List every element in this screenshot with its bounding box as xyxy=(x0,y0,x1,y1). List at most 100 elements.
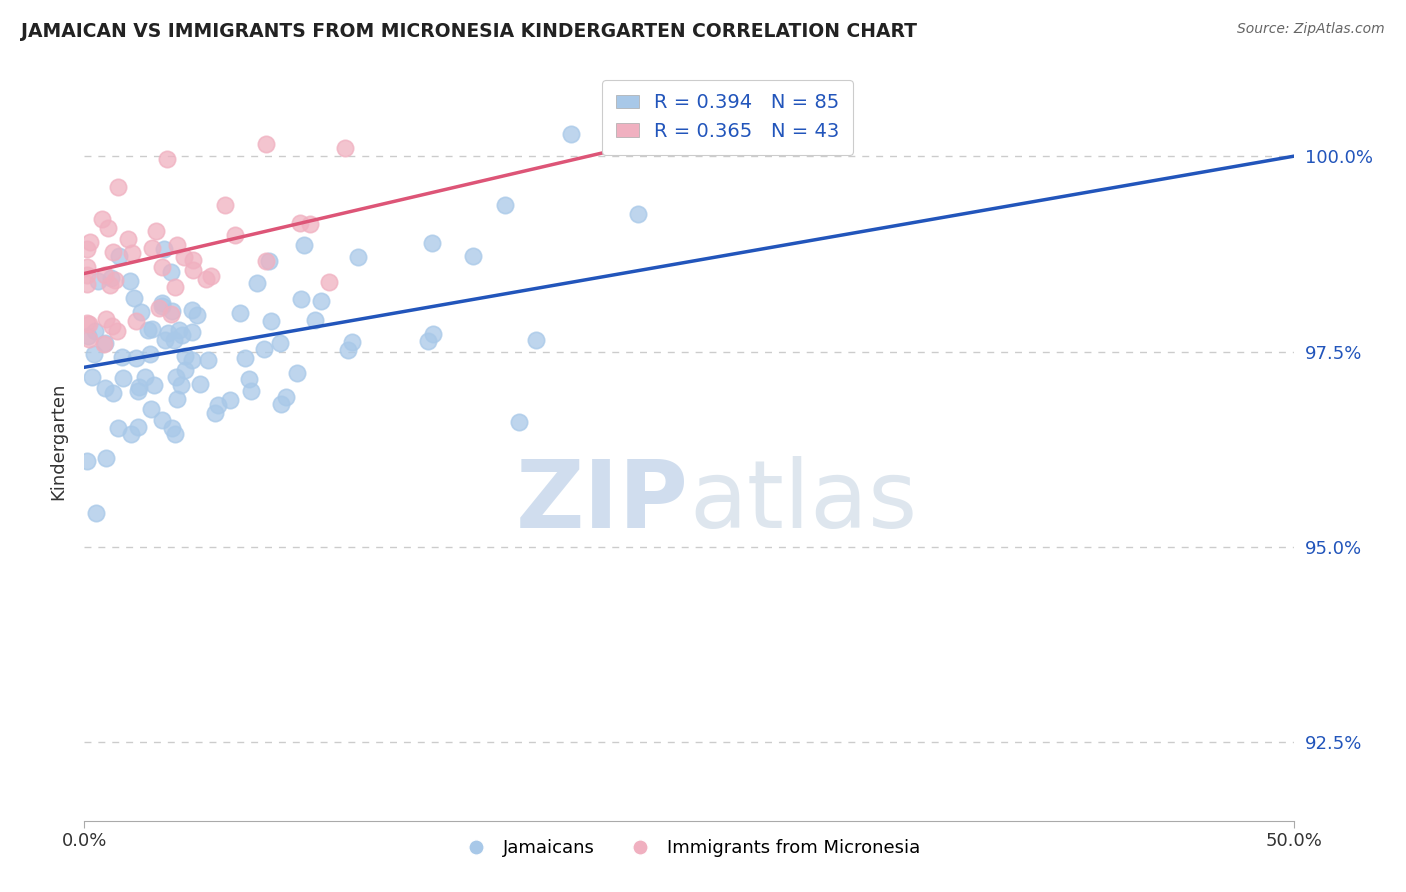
Point xyxy=(98,278,121,293)
Point xyxy=(101,319,124,334)
Point xyxy=(260,314,283,328)
Point xyxy=(127,420,149,434)
Point xyxy=(270,397,292,411)
Point xyxy=(76,454,98,468)
Point xyxy=(125,314,148,328)
Point xyxy=(494,197,516,211)
Point xyxy=(121,245,143,260)
Point xyxy=(141,402,163,417)
Point xyxy=(159,307,181,321)
Point xyxy=(82,369,104,384)
Point xyxy=(76,260,98,275)
Point xyxy=(181,325,204,339)
Point xyxy=(560,127,582,141)
Text: ZIP: ZIP xyxy=(516,456,689,549)
Point xyxy=(160,421,183,435)
Legend: Jamaicans, Immigrants from Micronesia: Jamaicans, Immigrants from Micronesia xyxy=(450,832,928,864)
Point xyxy=(105,324,128,338)
Point xyxy=(461,249,484,263)
Point xyxy=(104,273,127,287)
Point xyxy=(173,250,195,264)
Point xyxy=(233,351,256,366)
Text: JAMAICAN VS IMMIGRANTS FROM MICRONESIA KINDERGARTEN CORRELATION CHART: JAMAICAN VS IMMIGRANTS FROM MICRONESIA K… xyxy=(21,22,917,41)
Point xyxy=(508,415,530,429)
Point xyxy=(292,238,315,252)
Point xyxy=(180,303,202,318)
Point xyxy=(125,351,148,365)
Point xyxy=(94,335,117,350)
Y-axis label: Kindergarten: Kindergarten xyxy=(49,383,67,500)
Point xyxy=(84,506,107,520)
Point xyxy=(150,300,173,314)
Point xyxy=(229,306,252,320)
Point xyxy=(524,333,547,347)
Point xyxy=(153,242,176,256)
Point xyxy=(166,238,188,252)
Point xyxy=(181,262,204,277)
Point xyxy=(347,251,370,265)
Point xyxy=(219,392,242,407)
Point xyxy=(76,277,98,292)
Point xyxy=(337,343,360,357)
Point xyxy=(83,347,105,361)
Point xyxy=(290,216,312,230)
Point xyxy=(148,301,170,316)
Point xyxy=(76,316,98,330)
Point xyxy=(162,333,184,347)
Point xyxy=(118,274,141,288)
Point xyxy=(76,268,98,282)
Point xyxy=(112,371,135,385)
Point xyxy=(167,323,190,337)
Point xyxy=(76,242,98,256)
Point xyxy=(77,333,100,347)
Point xyxy=(84,324,107,338)
Point xyxy=(157,326,180,341)
Point xyxy=(127,384,149,399)
Point xyxy=(240,384,263,398)
Point xyxy=(166,392,188,406)
Point xyxy=(100,271,122,285)
Point xyxy=(627,206,650,220)
Point xyxy=(318,275,340,289)
Point xyxy=(94,311,117,326)
Point xyxy=(87,274,110,288)
Point xyxy=(141,322,163,336)
Point xyxy=(145,224,167,238)
Point xyxy=(214,198,236,212)
Point xyxy=(117,232,139,246)
Point xyxy=(141,242,163,256)
Point xyxy=(290,292,312,306)
Point xyxy=(101,244,124,259)
Point xyxy=(253,342,276,356)
Point xyxy=(107,180,129,194)
Point xyxy=(159,265,181,279)
Point xyxy=(309,294,332,309)
Point xyxy=(103,386,125,401)
Point xyxy=(150,296,173,310)
Point xyxy=(134,370,156,384)
Point xyxy=(304,312,326,326)
Point xyxy=(224,227,246,242)
Point xyxy=(153,333,176,347)
Point xyxy=(150,413,173,427)
Point xyxy=(246,276,269,290)
Point xyxy=(335,141,357,155)
Point xyxy=(340,335,363,350)
Point xyxy=(174,363,197,377)
Point xyxy=(200,268,222,283)
Point xyxy=(163,280,186,294)
Point xyxy=(91,211,114,226)
Point xyxy=(107,421,129,435)
Point xyxy=(156,152,179,166)
Point xyxy=(122,291,145,305)
Point xyxy=(299,217,322,231)
Point xyxy=(422,236,444,251)
Point xyxy=(257,253,280,268)
Point xyxy=(94,381,117,395)
Point xyxy=(204,406,226,420)
Point xyxy=(174,349,197,363)
Point xyxy=(136,323,159,337)
Point xyxy=(194,272,217,286)
Point xyxy=(94,268,117,282)
Point xyxy=(186,308,208,322)
